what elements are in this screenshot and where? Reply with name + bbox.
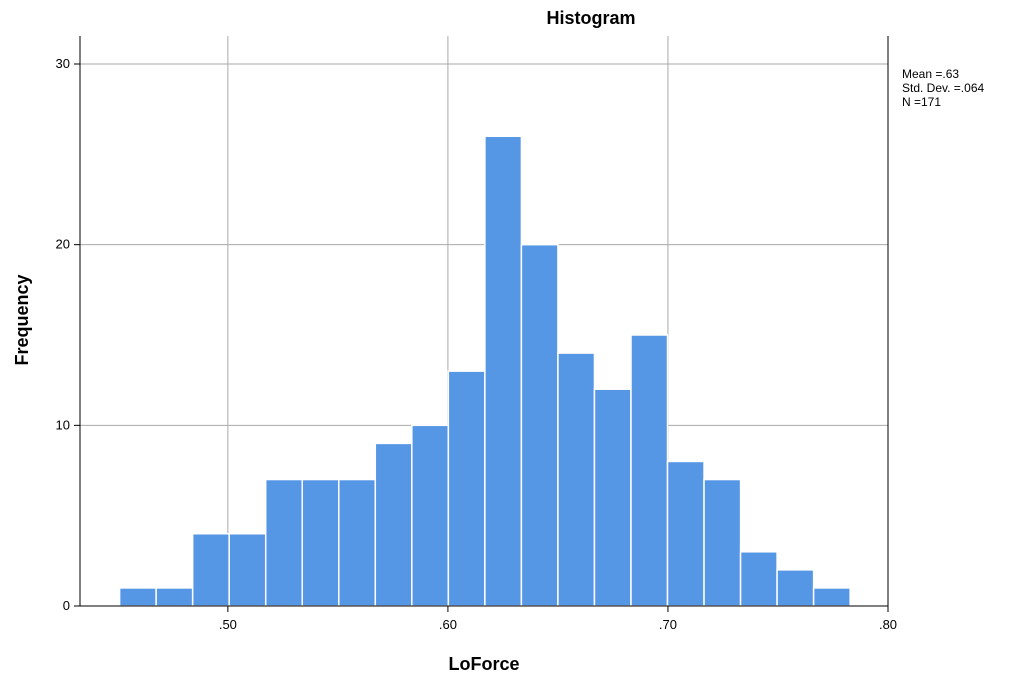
x-tick-label: .50 [219,617,237,632]
histogram-bar [593,388,632,607]
y-tick-label: 20 [56,237,70,252]
stat-mean: Mean =.63 [902,67,959,81]
histogram-bar [666,460,705,607]
x-tick-label: .80 [879,617,897,632]
stat-n: N =171 [902,95,941,109]
y-tick-label: 0 [63,598,70,613]
histogram-bar [447,370,486,607]
histogram-bar [630,334,669,607]
histogram-bar [338,478,377,607]
stat-std-dev: Std. Dev. =.064 [902,81,984,95]
chart-title: Histogram [546,8,635,28]
histogram-bar [118,587,157,607]
histogram-bar [812,587,851,607]
y-axis-title: Frequency [12,274,32,365]
stats-box: Mean =.63 Std. Dev. =.064 N =171 [902,67,984,109]
histogram-bar [191,532,230,607]
histogram-bar [776,569,815,607]
bars-layer [118,135,851,607]
x-tick-label: .60 [439,617,457,632]
histogram-bar [301,478,340,607]
histogram-bar [484,135,523,607]
histogram-bar [557,352,596,607]
histogram-bar [374,442,413,607]
axes-layer [74,36,889,612]
histogram-bar [228,532,267,607]
histogram-bar [739,551,778,607]
histogram-bar [520,243,559,607]
histogram-bar [411,424,450,607]
labels-layer: 0 10 20 30 .50 .60 .70 .80 [56,56,898,632]
y-tick-label: 10 [56,417,70,432]
histogram-bar [155,587,194,607]
x-tick-label: .70 [659,617,677,632]
y-tick-label: 30 [56,56,70,71]
histogram-bar [264,478,303,607]
histogram-bar [703,478,742,607]
x-axis-title: LoForce [448,654,519,674]
